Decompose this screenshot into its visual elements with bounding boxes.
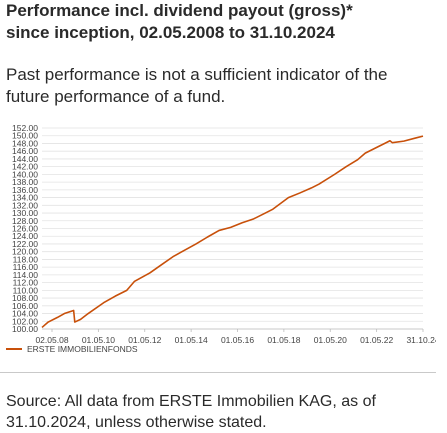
disclaimer-line-1: Past performance is not a sufficient ind… — [6, 65, 388, 84]
legend-label: ERSTE IMMOBILIENFONDS — [27, 344, 138, 354]
y-tick-label: 106.00 — [12, 301, 38, 311]
source-line-1: Source: All data from ERSTE Immobilien K… — [6, 393, 376, 410]
y-tick-label: 136.00 — [12, 185, 38, 195]
performance-chart-svg: 100.00102.00104.00106.00108.00110.00112.… — [6, 123, 436, 354]
performance-disclaimer: Past performance is not a sufficient ind… — [6, 64, 441, 108]
x-tick-label: 01.05.20 — [314, 335, 347, 345]
y-tick-label: 126.00 — [12, 224, 38, 234]
y-tick-label: 134.00 — [12, 193, 38, 203]
y-tick-label: 138.00 — [12, 177, 38, 187]
performance-chart: 100.00 102.00 104.00 106.00 108.00 110.00 112.… — [0, 114, 436, 373]
y-tick-label: 110.00 — [13, 285, 39, 295]
y-tick-label: 152.00 — [12, 123, 38, 133]
y-tick-label: 102.00 — [12, 316, 38, 326]
series-line — [41, 135, 424, 329]
y-tick-label: 124.00 — [12, 231, 38, 241]
y-tick-label: 150.00 — [12, 131, 38, 141]
x-tick-label: 01.05.12 — [128, 335, 161, 345]
y-tick-label: 140.00 — [12, 169, 38, 179]
source-note: Source: All data from ERSTE Immobilien K… — [6, 391, 441, 433]
title-line-2: since inception, 02.05.2008 to 31.10.202… — [6, 23, 335, 42]
y-tick-label: 114.00 — [13, 270, 39, 280]
y-tick-label: 120.00 — [12, 247, 38, 257]
y-tick-label: 112.00 — [13, 278, 39, 288]
x-tick-label: 01.05.14 — [175, 335, 208, 345]
x-tick-label: 01.05.10 — [82, 335, 115, 345]
y-tick-label: 144.00 — [12, 154, 38, 164]
disclaimer-line-2: future performance of a fund. — [6, 87, 226, 106]
source-line-2: 31.10.2024, unless otherwise stated. — [6, 414, 267, 431]
y-tick-label: 132.00 — [12, 200, 38, 210]
y-tick-label: 142.00 — [12, 162, 38, 172]
x-tick-label: 01.05.16 — [221, 335, 254, 345]
x-tick-label: 01.05.22 — [360, 335, 393, 345]
x-tick-label: 01.05.18 — [267, 335, 300, 345]
y-tick-label: 108.00 — [12, 293, 38, 303]
y-tick-label: 116.00 — [13, 262, 39, 272]
y-tick-label: 146.00 — [12, 146, 38, 156]
title-line-1: Performance incl. dividend payout (gross… — [6, 1, 353, 20]
y-tick-label: 130.00 — [12, 208, 38, 218]
y-tick-label: 128.00 — [12, 216, 38, 226]
y-tick-label: 118.00 — [13, 254, 39, 264]
chart-title: Performance incl. dividend payout (gross… — [6, 0, 441, 44]
y-tick-label: 104.00 — [12, 309, 38, 319]
y-tick-label: 122.00 — [12, 239, 38, 249]
x-tick-label: 02.05.08 — [35, 335, 68, 345]
x-tick-label: 31.10.24 — [406, 335, 436, 345]
y-tick-label: 100.00 — [12, 324, 38, 334]
y-tick-label: 148.00 — [12, 138, 38, 148]
